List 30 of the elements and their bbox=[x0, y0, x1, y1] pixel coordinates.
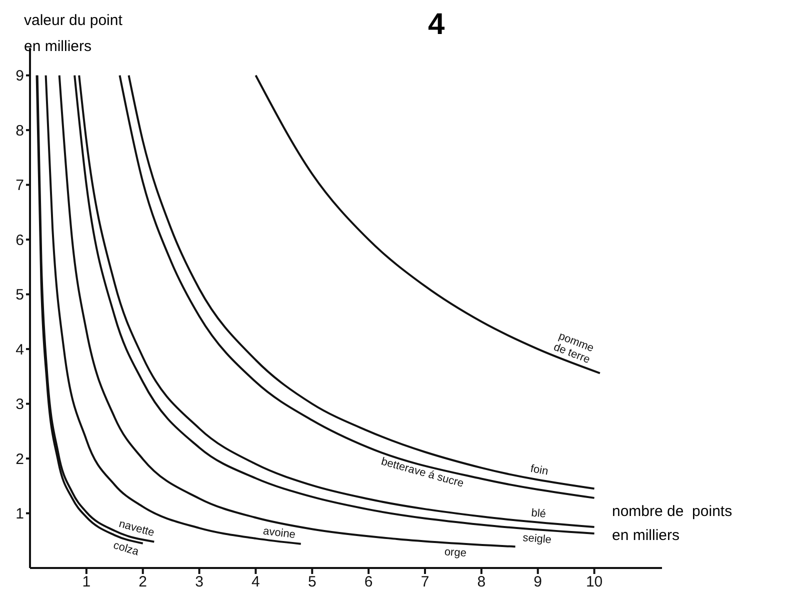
series-label: seigle bbox=[522, 532, 552, 546]
y-tick-label: 7 bbox=[16, 177, 24, 194]
x-tick-label: 9 bbox=[534, 574, 542, 591]
series-label: orge bbox=[444, 546, 467, 560]
y-tick-label: 4 bbox=[16, 341, 24, 358]
y-tick-label: 2 bbox=[16, 450, 24, 468]
x-tick-label: 3 bbox=[195, 574, 204, 591]
x-tick-label: 2 bbox=[138, 574, 148, 591]
text: blé bbox=[530, 507, 546, 520]
y-tick-label: 3 bbox=[16, 396, 24, 414]
text: pomme de terre bbox=[552, 330, 596, 366]
x-tick-label: 1 bbox=[82, 574, 91, 591]
x-tick-label: 8 bbox=[477, 574, 486, 591]
y-tick-label: 1 bbox=[16, 506, 24, 523]
chart-title: 4 bbox=[428, 8, 445, 42]
y-tick-label: 6 bbox=[16, 232, 24, 249]
text: avoine bbox=[262, 525, 296, 542]
text: colza bbox=[112, 540, 141, 558]
x-tick-label: 4 bbox=[252, 574, 260, 591]
y-tick-label: 9 bbox=[16, 68, 24, 85]
y-axis-title: valeur du point en milliers bbox=[24, 11, 122, 57]
text: foin bbox=[529, 462, 550, 478]
x-tick-label: 6 bbox=[364, 574, 373, 591]
y-tick-label: 5 bbox=[16, 286, 24, 304]
text: navette bbox=[118, 518, 156, 540]
x-tick-label: 10 bbox=[586, 574, 603, 591]
x-tick-label: 7 bbox=[420, 574, 430, 591]
x-tick-label: 5 bbox=[308, 574, 316, 591]
y-tick-label: 8 bbox=[16, 122, 24, 140]
x-axis-title: nombre de points en milliers bbox=[612, 502, 732, 546]
